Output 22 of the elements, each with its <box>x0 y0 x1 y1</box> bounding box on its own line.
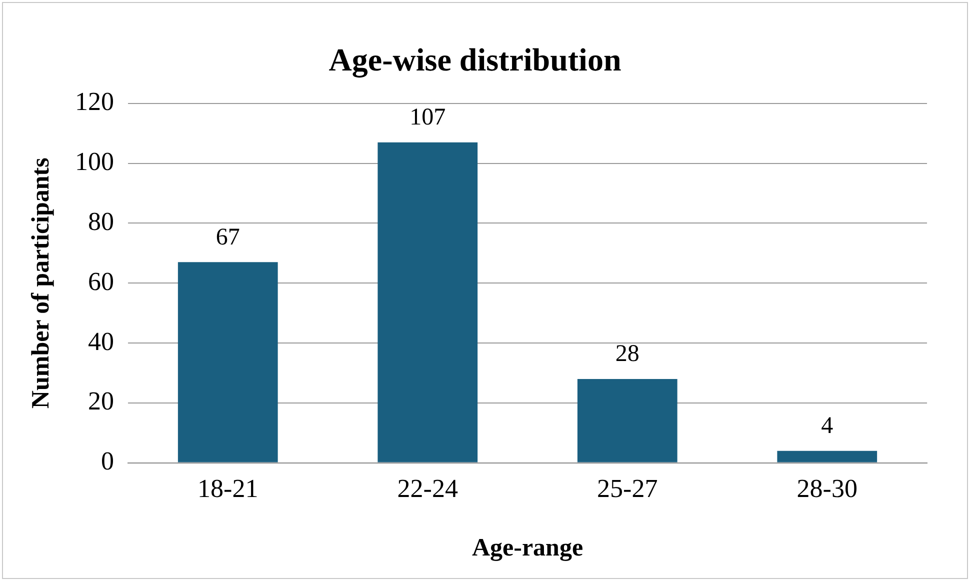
x-tick-label: 25-27 <box>597 474 658 504</box>
x-tick-label: 18-21 <box>198 474 258 504</box>
y-axis-title: Number of participants <box>27 157 54 409</box>
y-tick-label: 20 <box>88 386 114 416</box>
bar <box>577 378 678 462</box>
y-tick-label: 80 <box>88 207 114 236</box>
data-label: 107 <box>410 104 446 131</box>
y-tick-label: 40 <box>88 326 114 356</box>
x-axis-title: Age-range <box>472 534 584 562</box>
y-tick-label: 120 <box>75 87 114 116</box>
y-tick-label: 100 <box>75 147 114 176</box>
data-label: 4 <box>821 413 834 440</box>
data-label: 28 <box>615 341 640 368</box>
chart-title: Age-wise distribution <box>328 41 622 78</box>
x-tick-label: 22-24 <box>397 474 458 504</box>
data-label: 67 <box>216 224 240 250</box>
y-tick-label: 0 <box>101 446 114 476</box>
y-tick-label: 60 <box>88 266 114 296</box>
bar <box>178 262 278 462</box>
bar <box>777 450 878 462</box>
x-tick-label: 28-30 <box>796 474 858 504</box>
bar <box>378 142 478 462</box>
